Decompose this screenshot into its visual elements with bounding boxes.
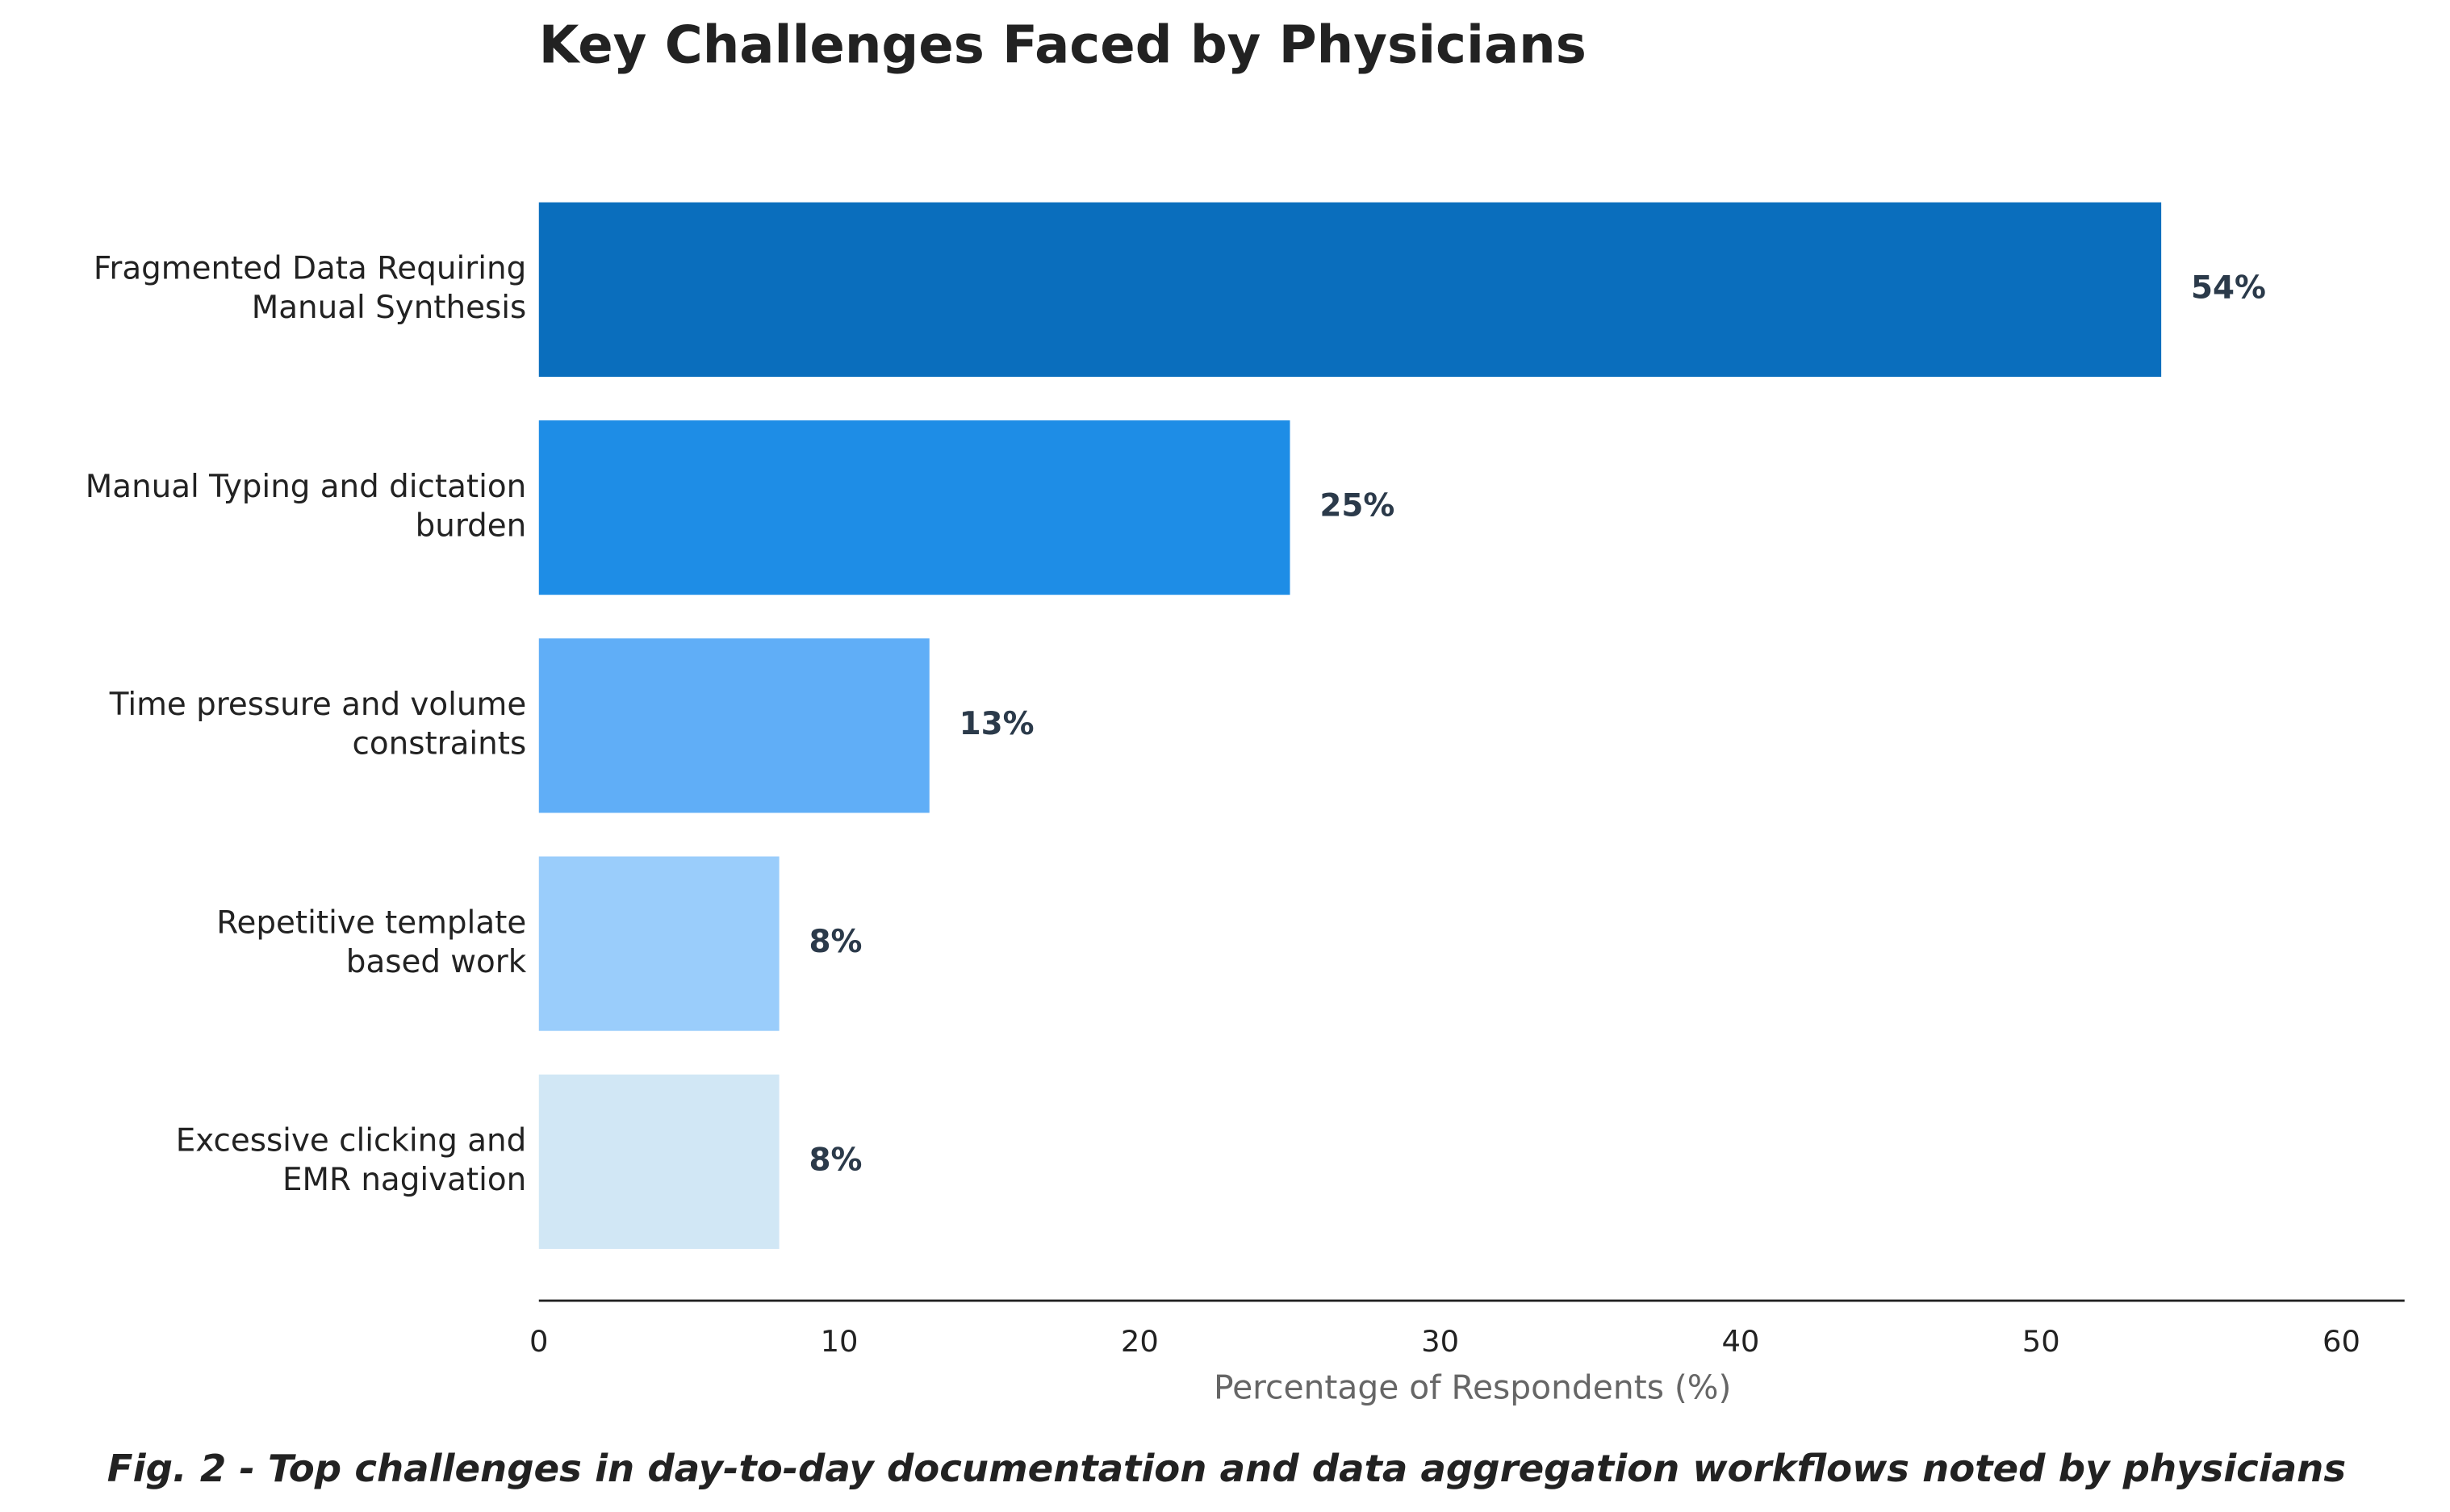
bar [538,202,2162,377]
x-tick-label: 10 [821,1324,859,1359]
bar [538,1074,780,1249]
value-label: 8% [809,924,862,960]
y-tick-label: Excessive clicking and EMR nagivation [176,1122,527,1197]
x-tick-label: 0 [529,1324,548,1359]
y-tick-label: Fragmented Data Requiring Manual Synthesi… [94,250,526,325]
y-tick-label: Repetitive template based work [216,904,526,979]
value-label: 25% [1319,488,1394,524]
value-label: 13% [960,706,1035,742]
x-tick-label: 60 [2322,1324,2360,1359]
y-tick-label: Manual Typing and dictation burden [86,468,526,543]
x-axis-label: Percentage of Respondents (%) [1214,1368,1731,1407]
x-tick-label: 30 [1421,1324,1459,1359]
x-tick-label: 40 [1721,1324,1759,1359]
bar [538,856,780,1031]
y-tick-label: Time pressure and volume constraints [109,687,526,762]
value-label: 8% [809,1142,862,1178]
caption: Fig. 2 - Top challenges in day-to-day do… [107,1447,2346,1490]
bar [538,638,930,813]
value-label: 54% [2191,269,2266,306]
bar [538,420,1290,595]
x-tick-label: 50 [2022,1324,2060,1359]
x-tick-label: 20 [1121,1324,1159,1359]
chart-title: Key Challenges Faced by Physicians [539,16,1587,76]
